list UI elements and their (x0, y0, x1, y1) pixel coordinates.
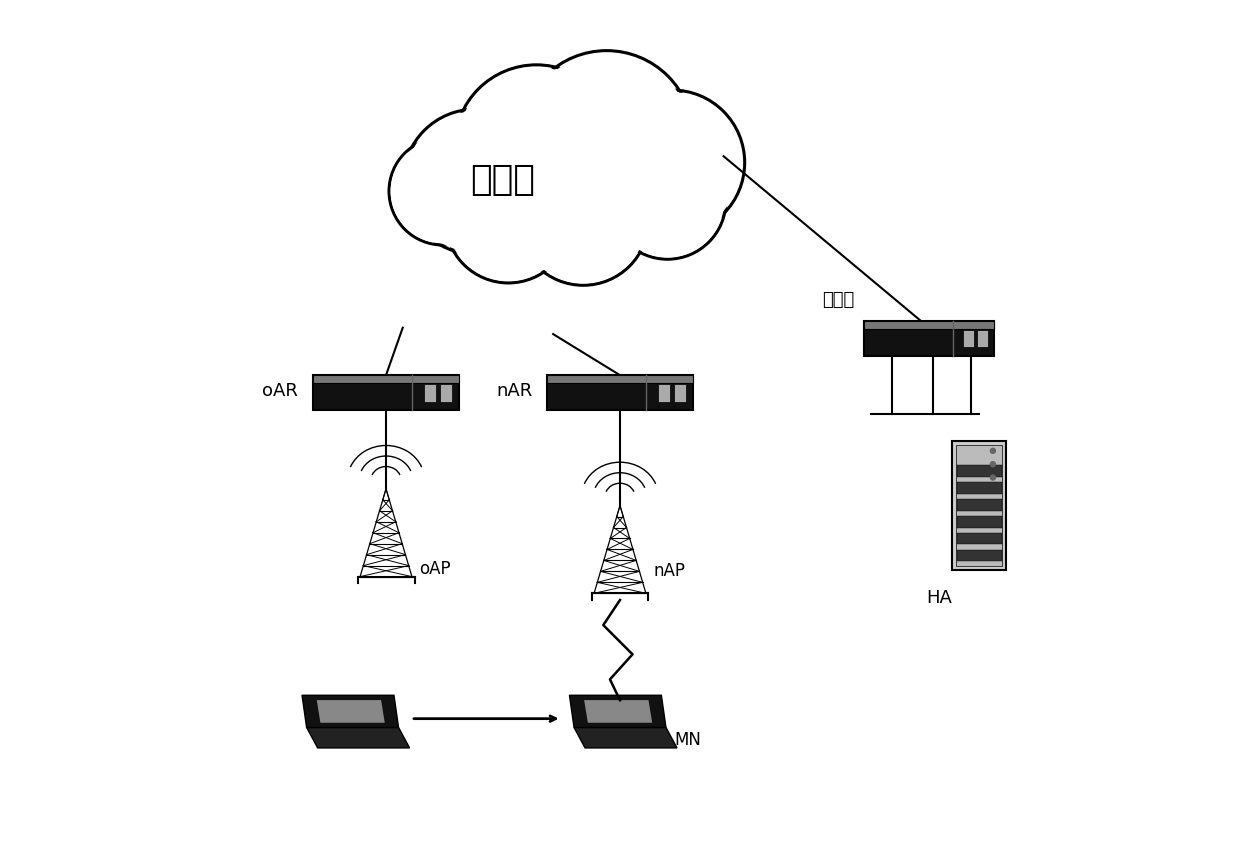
Bar (956, 465, 1002, 477)
Bar (312, 376, 459, 410)
Ellipse shape (635, 138, 706, 225)
Ellipse shape (481, 160, 578, 241)
Bar (956, 516, 1002, 528)
Ellipse shape (551, 111, 658, 198)
Circle shape (389, 138, 497, 245)
Circle shape (405, 111, 546, 252)
Bar (864, 321, 994, 356)
Bar (956, 549, 1002, 561)
Polygon shape (584, 700, 652, 722)
Text: HA: HA (926, 589, 952, 607)
Ellipse shape (450, 157, 534, 244)
Ellipse shape (484, 137, 562, 230)
Circle shape (518, 154, 649, 285)
Circle shape (991, 448, 996, 453)
Circle shape (445, 157, 572, 283)
Circle shape (455, 65, 619, 229)
Polygon shape (316, 700, 384, 722)
Bar (657, 384, 670, 402)
Circle shape (611, 144, 724, 257)
Text: 互联网: 互联网 (470, 163, 536, 197)
Circle shape (391, 139, 495, 243)
Bar (312, 376, 459, 383)
Bar (962, 330, 973, 347)
Circle shape (991, 462, 996, 467)
Circle shape (520, 156, 647, 284)
Bar (547, 376, 693, 383)
Text: oAP: oAP (419, 560, 451, 578)
Text: oAR: oAR (263, 382, 299, 400)
Bar (547, 376, 693, 410)
Polygon shape (574, 728, 677, 748)
Text: MN: MN (675, 731, 701, 749)
Circle shape (458, 68, 616, 226)
Ellipse shape (513, 137, 601, 220)
Circle shape (600, 90, 745, 235)
Ellipse shape (582, 175, 668, 246)
Ellipse shape (587, 105, 692, 195)
Ellipse shape (450, 135, 528, 203)
Ellipse shape (511, 93, 632, 192)
Ellipse shape (598, 129, 677, 208)
Bar (952, 441, 1007, 571)
Text: nAR: nAR (496, 382, 532, 400)
Ellipse shape (419, 154, 498, 219)
Ellipse shape (517, 137, 603, 230)
Ellipse shape (498, 181, 593, 257)
Ellipse shape (487, 115, 594, 204)
Bar (956, 533, 1002, 544)
Ellipse shape (454, 118, 558, 211)
Bar (673, 384, 686, 402)
Circle shape (609, 143, 725, 259)
Circle shape (991, 475, 996, 480)
Bar (956, 482, 1002, 494)
Ellipse shape (582, 149, 675, 234)
Text: nAP: nAP (653, 562, 686, 581)
Circle shape (601, 92, 743, 233)
Bar (440, 384, 453, 402)
Polygon shape (569, 695, 666, 728)
Polygon shape (306, 728, 409, 748)
Bar (424, 384, 436, 402)
Ellipse shape (436, 172, 515, 239)
Circle shape (448, 159, 569, 281)
Bar (956, 445, 1002, 566)
Circle shape (403, 109, 548, 254)
Bar (977, 330, 988, 347)
Polygon shape (303, 695, 398, 728)
Text: 路由器: 路由器 (822, 291, 854, 309)
Bar (956, 499, 1002, 511)
Ellipse shape (554, 130, 635, 227)
Circle shape (522, 53, 691, 221)
Circle shape (520, 51, 693, 224)
Bar (864, 321, 994, 328)
